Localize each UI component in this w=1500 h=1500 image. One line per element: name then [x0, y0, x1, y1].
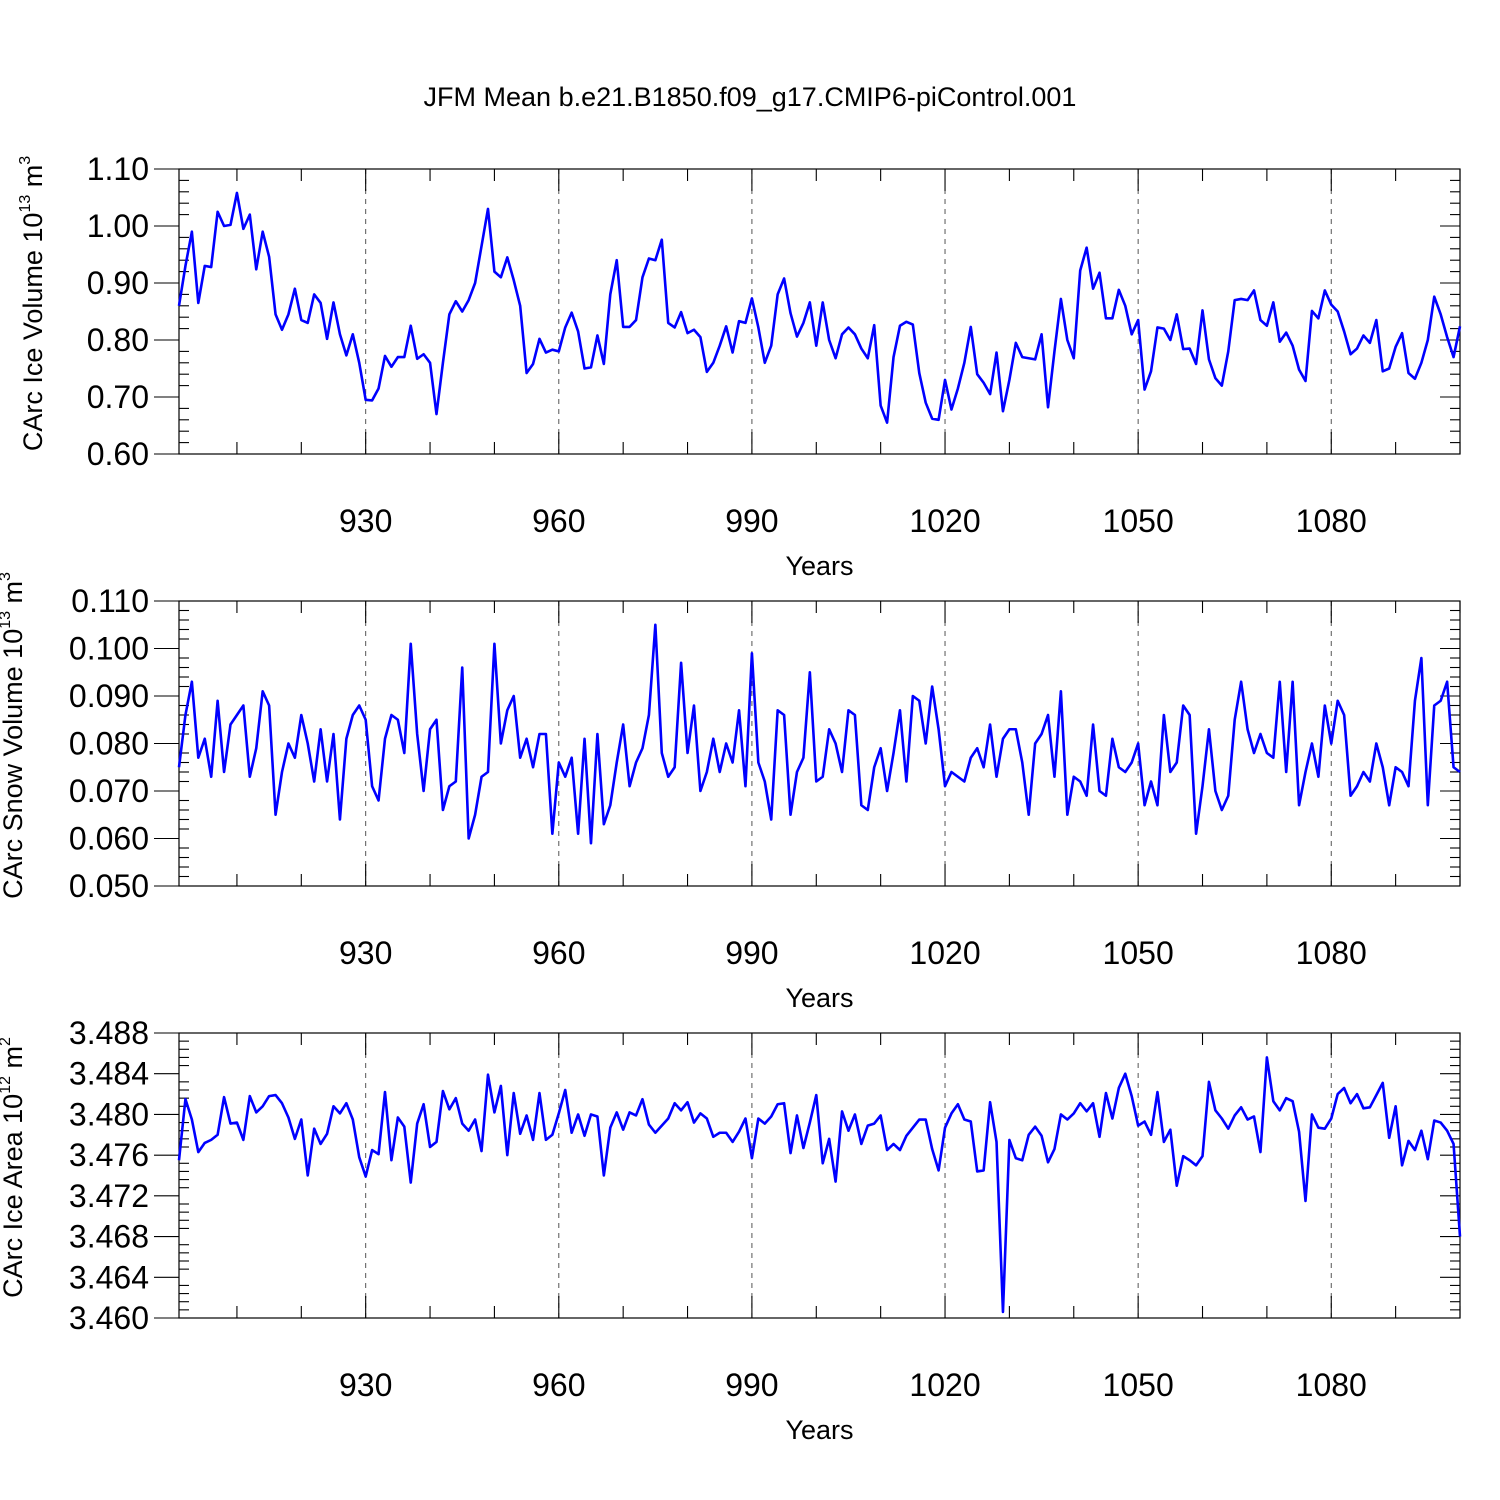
y-axis-title-unit-exp: 3 — [0, 572, 14, 581]
y-axis-title-unit-exp: 2 — [0, 1037, 14, 1046]
x-tick-label: 960 — [532, 1367, 585, 1403]
x-tick-label: 930 — [339, 503, 392, 539]
x-tick-label: 1050 — [1103, 935, 1174, 971]
y-tick-label: 1.00 — [87, 208, 149, 244]
x-tick-label: 930 — [339, 935, 392, 971]
x-tick-label: 1050 — [1103, 1367, 1174, 1403]
x-tick-label: 1020 — [909, 935, 980, 971]
y-axis-title: CArc Ice Volume 1013 m3 — [17, 156, 48, 451]
y-tick-label: 0.110 — [71, 583, 149, 619]
x-tick-label: 960 — [532, 935, 585, 971]
y-tick-label: 3.484 — [69, 1056, 149, 1092]
x-tick-label: 960 — [532, 503, 585, 539]
y-axis-title-main: CArc Ice Volume 10 — [18, 213, 48, 452]
y-axis-title: CArc Snow Volume 1013 m3 — [0, 572, 28, 899]
y-tick-label: 3.480 — [69, 1096, 149, 1132]
y-tick-label: 0.060 — [69, 821, 149, 857]
y-tick-label: 0.60 — [87, 436, 149, 472]
y-tick-label: 1.10 — [87, 151, 149, 187]
y-tick-label: 3.476 — [69, 1137, 149, 1173]
y-tick-label: 0.070 — [69, 773, 149, 809]
y-tick-label: 3.472 — [69, 1178, 149, 1214]
y-tick-label: 0.090 — [69, 678, 149, 714]
figure-title: JFM Mean b.e21.B1850.f09_g17.CMIP6-piCon… — [424, 82, 1077, 112]
y-tick-label: 0.080 — [69, 726, 149, 762]
y-axis-title-exp: 12 — [0, 1076, 14, 1094]
x-tick-label: 990 — [725, 935, 778, 971]
x-tick-label: 1080 — [1296, 1367, 1367, 1403]
y-tick-label: 0.90 — [87, 265, 149, 301]
x-axis-title: Years — [785, 1415, 853, 1445]
plot-frame — [178, 1032, 1461, 1319]
x-axis-title: Years — [785, 983, 853, 1013]
x-tick-label: 1080 — [1296, 503, 1367, 539]
y-tick-label: 0.050 — [69, 868, 149, 904]
x-tick-label: 1080 — [1296, 935, 1367, 971]
x-tick-label: 990 — [725, 503, 778, 539]
x-tick-label: 1020 — [909, 503, 980, 539]
x-tick-label: 1050 — [1103, 503, 1174, 539]
panel-2: 0.050 0.060 0.070 0.080 0.090 0.100 0.110 930 96… — [0, 572, 1461, 1013]
x-tick-label: 930 — [339, 1367, 392, 1403]
series-line — [177, 191, 1462, 424]
x-axis-title: Years — [785, 551, 853, 581]
plot-frame — [178, 600, 1461, 887]
y-axis-title: CArc Ice Area 1012 m2 — [0, 1037, 28, 1298]
y-tick-label: 3.464 — [69, 1259, 149, 1295]
y-axis-title-unit-exp: 3 — [17, 156, 34, 165]
y-axis-title-exp: 13 — [0, 611, 14, 629]
y-tick-label: 3.488 — [69, 1015, 149, 1051]
y-axis-title-main: CArc Snow Volume 10 — [0, 629, 28, 899]
y-axis-title-unit: m — [18, 165, 48, 195]
series-line — [177, 1056, 1462, 1314]
x-tick-label: 990 — [725, 1367, 778, 1403]
y-tick-label: 3.460 — [69, 1300, 149, 1336]
panels: 0.60 0.70 0.80 0.90 1.00 1.10 930 960 990 1020 105… — [0, 151, 1462, 1445]
y-axis-title-main: CArc Ice Area 10 — [0, 1094, 28, 1298]
y-tick-label: 3.468 — [69, 1219, 149, 1255]
y-tick-label: 0.100 — [69, 631, 149, 667]
y-axis-title-exp: 13 — [17, 195, 34, 213]
panel-3: 3.460 3.464 3.468 3.472 3.476 3.480 3.484 3.488… — [0, 1015, 1462, 1445]
series-line — [177, 623, 1461, 845]
panel-1: 0.60 0.70 0.80 0.90 1.00 1.10 930 960 990 1020 105… — [17, 151, 1462, 581]
y-tick-label: 0.80 — [87, 322, 149, 358]
y-axis-title-unit: m — [0, 1046, 28, 1076]
y-axis-title-unit: m — [0, 581, 28, 611]
plot-frame — [178, 168, 1461, 455]
y-tick-label: 0.70 — [87, 379, 149, 415]
x-tick-label: 1020 — [909, 1367, 980, 1403]
